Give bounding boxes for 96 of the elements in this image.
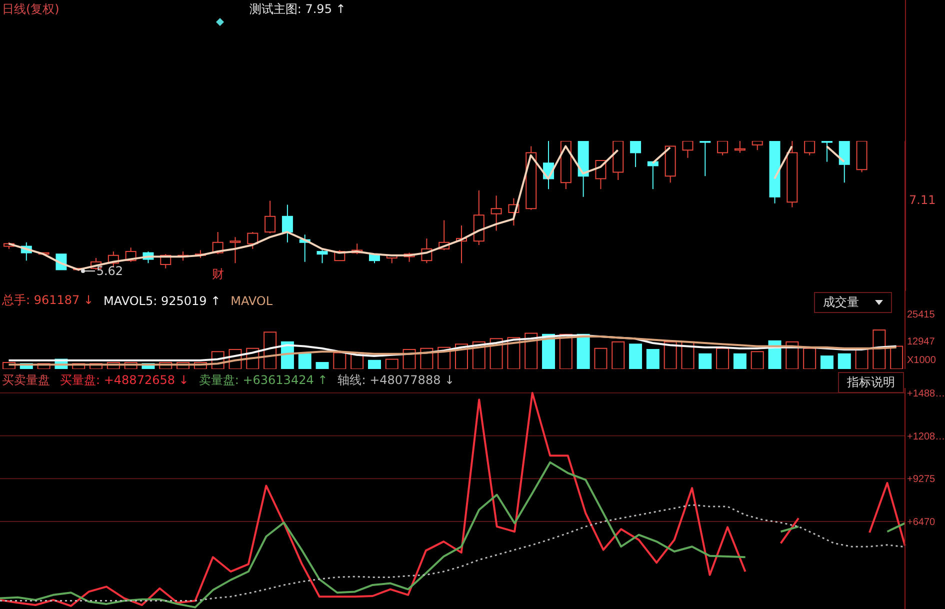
- bar: [524, 332, 538, 369]
- bar: [820, 356, 834, 369]
- bar: [72, 363, 86, 369]
- bar: [2, 362, 16, 369]
- candlestick: [473, 190, 484, 246]
- y-tick-label: 12947: [907, 336, 936, 348]
- annotation: 指标说明: [847, 374, 895, 391]
- candlestick: [682, 141, 694, 158]
- bar: [594, 348, 608, 369]
- annotation: 成交量: [823, 294, 859, 311]
- candlestick: [821, 141, 832, 162]
- chart-subtitle: 测试主图: 7.95 ↑: [249, 1, 346, 18]
- candlestick: [734, 141, 746, 154]
- candlestick: [595, 160, 606, 190]
- bar: [194, 362, 207, 369]
- bar: [159, 362, 172, 369]
- line-series: [8, 334, 898, 362]
- bar: [438, 346, 451, 369]
- candlestick: [230, 236, 241, 264]
- annotation: 5.62: [96, 264, 124, 278]
- bar: [124, 362, 138, 369]
- candlestick: [769, 141, 780, 204]
- candlestick: [630, 141, 642, 168]
- dropdown-menu: 成交量: [814, 292, 892, 313]
- bar: [838, 353, 851, 369]
- text: 卖量盘: +63613424 ↑: [198, 372, 328, 389]
- bar: [890, 346, 904, 369]
- candlestick: [717, 141, 728, 156]
- candlestick: [700, 141, 711, 177]
- candlestick: [578, 141, 589, 198]
- y-axis-title: X1000: [907, 355, 936, 366]
- candlestick: [838, 141, 850, 184]
- candlestick: [508, 198, 520, 226]
- candlestick: [212, 231, 224, 255]
- bar: [37, 363, 50, 369]
- bar: [629, 344, 642, 369]
- chart-title: 买卖量盘: [2, 372, 50, 389]
- bar: [698, 353, 712, 369]
- bar: [646, 349, 660, 369]
- bar: [576, 334, 590, 369]
- candlestick: [752, 141, 763, 151]
- candlestick: [316, 250, 328, 264]
- candlestick: [560, 141, 572, 190]
- bar: [264, 332, 277, 369]
- text: MAVOL5: 925019 ↑: [104, 294, 221, 308]
- bar: [333, 352, 346, 369]
- bar: [402, 349, 416, 369]
- candlestick: [264, 200, 276, 234]
- candlestick: [804, 141, 816, 156]
- bar: [490, 338, 503, 369]
- bar: [716, 348, 730, 369]
- candlestick: [664, 146, 676, 184]
- bar: [559, 334, 572, 369]
- candlestick: [612, 141, 624, 180]
- bar: [298, 353, 312, 369]
- bar: [316, 362, 329, 369]
- text: 轴线: +48077888 ↓: [338, 372, 455, 389]
- bar: [385, 358, 398, 369]
- bar: [228, 349, 242, 369]
- bar: [106, 362, 120, 369]
- candlestick: [282, 204, 293, 243]
- text: 总手: 961187 ↓: [2, 292, 94, 309]
- bar: [803, 348, 816, 369]
- bar: [90, 363, 103, 369]
- bar: [455, 344, 468, 369]
- bar: [786, 341, 799, 369]
- candlestick: [786, 141, 798, 208]
- y-tick-label: +1488…: [907, 388, 945, 400]
- text: 7.11: [909, 193, 936, 207]
- candlestick: [421, 238, 432, 264]
- text: 买量盘: +48872658 ↓: [60, 372, 189, 389]
- candlestick: [526, 146, 537, 210]
- text: MAVOL: [230, 294, 273, 308]
- y-tick-label: +6470: [907, 517, 936, 528]
- annotation: 财: [212, 266, 224, 283]
- bar: [246, 348, 260, 369]
- bar: [176, 362, 190, 369]
- bar: [507, 337, 520, 369]
- help-button: 指标说明: [838, 372, 904, 393]
- bar: [872, 330, 886, 369]
- bar: [664, 341, 677, 369]
- bar: [420, 348, 434, 369]
- bar: [750, 351, 764, 369]
- bar: [368, 360, 381, 369]
- bar: [612, 341, 625, 369]
- bar: [472, 341, 486, 369]
- bar: [211, 351, 224, 369]
- chart-title: 日线(复权): [2, 1, 60, 18]
- y-tick-label: +1208…: [907, 431, 945, 442]
- candlestick: [490, 195, 502, 232]
- bar: [733, 353, 746, 369]
- candlestick: [438, 220, 450, 251]
- candlestick: [456, 224, 467, 264]
- line-series: [8, 336, 898, 366]
- y-tick-label: +9275: [907, 474, 936, 486]
- y-tick-label: 25415: [907, 309, 936, 320]
